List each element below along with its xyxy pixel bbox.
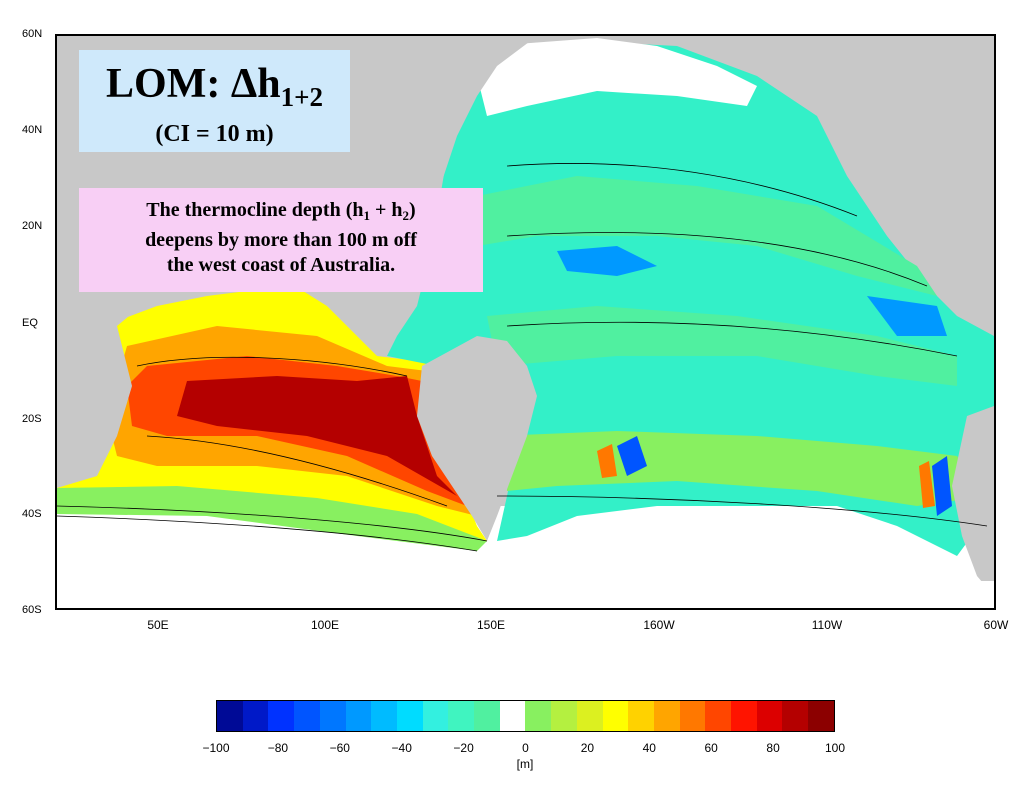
lat-label-60n: 60N [22,28,43,40]
australia-landmass [417,336,537,541]
south-america-landmass [952,406,994,596]
lon-label-150e: 150E [476,618,506,632]
lon-label-110w: 110W [811,618,843,632]
contour-interval-label: (CI = 10 m) [155,121,274,147]
lat-label-40s: 40S [22,508,42,520]
colorbar-cell [268,701,295,731]
pacific-dipole-1 [617,436,647,476]
pacific-green-band-2 [487,306,957,386]
colorbar-tick-label: 80 [766,741,780,755]
colorbar-tick-label: 20 [580,741,595,755]
colorbar-cell [345,701,372,731]
indian-ocean-green-band [57,486,487,551]
colorbar-cell [808,701,834,731]
lat-label-40n: 40N [22,124,43,136]
title-main: LOM: Δh1+2 [79,58,350,123]
colorbar-cell [653,701,680,731]
annotation-line-3: the west coast of Australia. [166,254,396,276]
colorbar-tick-label: −100 [202,741,230,755]
antarctica-landmass [57,581,994,608]
lat-label-eq: EQ [22,317,38,329]
colorbar-cell [525,701,552,731]
lat-label-20n: 20N [22,220,43,232]
colorbar-tick-label: −20 [453,741,474,755]
colorbar-tick-label: −60 [329,741,350,755]
colorbar-cell [756,701,783,731]
title-text: LOM: Δh [106,61,281,107]
colorbar-cell [448,701,475,731]
pacific-dipole-3 [932,456,952,516]
colorbar-tick-label: −80 [267,741,289,755]
contour-lines [57,163,988,552]
colorbar-cell [499,701,526,731]
title-box: LOM: Δh1+2 (CI = 10 m) [79,50,350,152]
indian-ocean-darkred [177,376,457,496]
lon-label-60w: 60W [983,618,1009,632]
colorbar-cell [602,701,629,731]
lon-label-100e: 100E [310,618,340,632]
colorbar-cell [628,701,654,731]
pacific-blue-spot-2 [867,296,947,336]
colorbar-cell [319,701,346,731]
lon-label-50e: 50E [147,618,169,632]
colorbar-tick-label: 40 [642,741,656,755]
annotation-line-2: deepens by more than 100 m off [145,229,417,251]
annotation-box: The thermocline depth (h1 + h2) deepens … [79,188,483,292]
colorbar-tick-label: 60 [704,741,718,755]
annotation-text-c: ) [409,199,416,221]
colorbar-cell [705,701,732,731]
north-pacific-white [477,38,757,116]
colorbar-cell [679,701,706,731]
colorbar-cell [422,701,449,731]
colorbar-cell [396,701,423,731]
annotation-sub-1: 1 [363,208,371,223]
colorbar [216,700,835,732]
lon-label-160w: 160W [643,618,675,632]
colorbar-cell [731,701,757,731]
title-subscript: 1+2 [280,82,323,112]
colorbar-tick-label: −40 [391,741,412,755]
colorbar-cell [782,701,809,731]
colorbar-tick-label: 0 [522,741,529,755]
pacific-dipole-2 [597,444,617,478]
pacific-ocean-region [387,41,994,556]
colorbar-cell [576,701,603,731]
africa-landmass [57,326,132,488]
colorbar-tick-label: 100 [824,741,846,755]
colorbar-cell [217,701,243,731]
colorbar-cell [551,701,577,731]
colorbar-cell [294,701,320,731]
pacific-dipole-4 [919,461,935,508]
annotation-sub-2: 2 [402,208,410,223]
lat-label-60s: 60S [22,604,42,616]
lat-label-20s: 20S [22,413,42,425]
pacific-blue-spot-1 [557,246,657,276]
pacific-green-band [477,176,937,296]
annotation-text-b: + h [370,199,403,221]
colorbar-cell [371,701,397,731]
colorbar-cell [474,701,500,731]
americas-landmass [817,36,994,326]
annotation-line-1: The thermocline depth (h1 + h2) [79,198,483,228]
annotation-text-a: The thermocline depth (h [146,199,364,221]
colorbar-unit: [m] [516,757,534,771]
colorbar-cell [242,701,269,731]
